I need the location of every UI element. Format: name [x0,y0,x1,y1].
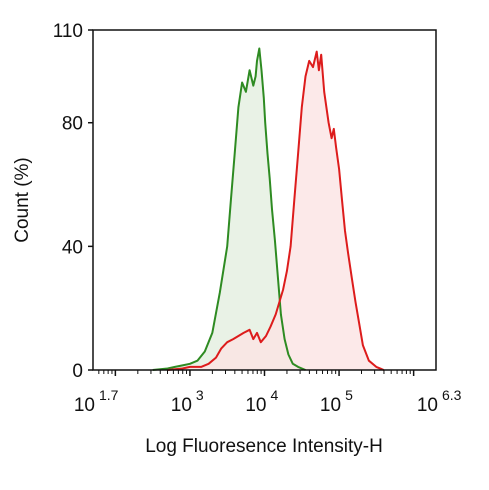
x-axis-title: Log Fluoresence Intensity-H [145,436,383,457]
x-tick-label-exponent: 3 [196,387,204,403]
x-tick-label-exponent: 1.7 [99,387,119,403]
x-tick-label-base: 10 [320,395,341,416]
y-tick-label: 80 [62,114,83,135]
series-0-fill [152,48,306,370]
y-tick-label: 110 [53,21,83,42]
x-tick-label-base: 10 [171,395,192,416]
series-0-line [152,47,306,371]
x-tick-label-base: 10 [245,395,266,416]
x-tick-label-base: 10 [74,395,95,416]
x-tick-label-exponent: 6.3 [442,387,462,403]
x-tick-label-exponent: 4 [271,387,279,403]
x-tick-label-exponent: 5 [345,387,353,403]
x-tick-label-base: 10 [417,395,438,416]
series-layer [152,47,385,371]
series-1-line [167,50,385,371]
y-axis-title: Count (%) [12,157,33,243]
y-tick-label: 40 [62,237,83,258]
series-1-fill [167,51,384,370]
y-tick-label: 0 [72,361,83,382]
